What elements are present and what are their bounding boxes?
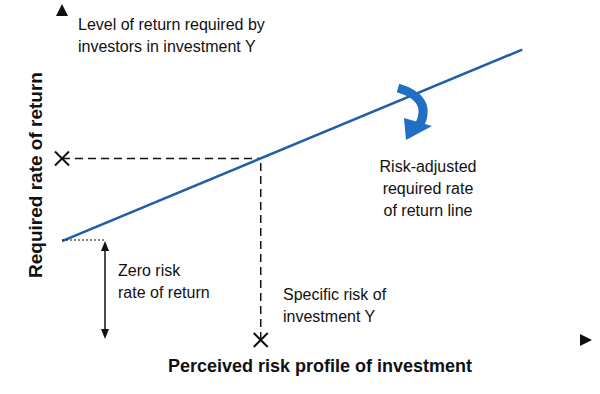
svg-text:Perceived risk profile of inve: Perceived risk profile of investment xyxy=(168,356,472,376)
svg-text:Specific risk ofinvestment Y: Specific risk ofinvestment Y xyxy=(283,286,387,325)
svg-text:Zero riskrate of return: Zero riskrate of return xyxy=(118,262,210,301)
svg-text:Risk-adjustedrequired rateof r: Risk-adjustedrequired rateof return line xyxy=(380,158,477,219)
svg-text:Required rate of return: Required rate of return xyxy=(25,72,46,278)
svg-text:Level of return required byinv: Level of return required byinvestors in … xyxy=(78,16,265,55)
